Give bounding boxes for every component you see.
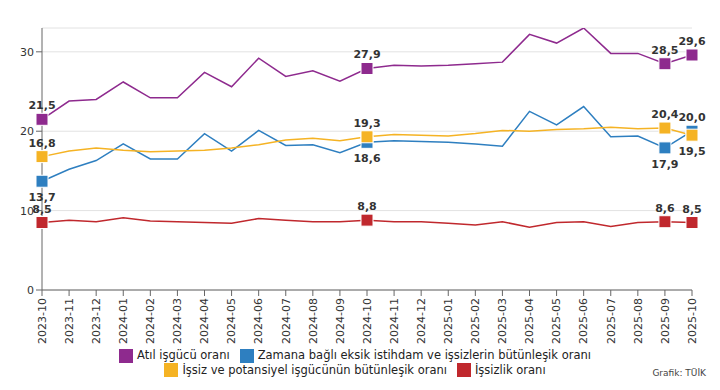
svg-text:2025-01: 2025-01 (442, 298, 455, 344)
svg-text:2024-08: 2024-08 (307, 298, 320, 344)
svg-text:8,8: 8,8 (357, 200, 377, 213)
svg-text:21,5: 21,5 (28, 99, 55, 112)
svg-text:2024-02: 2024-02 (144, 298, 157, 344)
svg-text:8,5: 8,5 (32, 203, 52, 216)
svg-text:19,3: 19,3 (353, 117, 380, 130)
svg-text:2024-10: 2024-10 (361, 298, 374, 344)
svg-text:29,6: 29,6 (678, 35, 705, 48)
svg-text:19,5: 19,5 (678, 145, 705, 158)
svg-text:2023-11: 2023-11 (63, 298, 76, 344)
svg-text:20,4: 20,4 (651, 108, 678, 121)
svg-text:2025-05: 2025-05 (550, 298, 563, 344)
svg-text:2025-09: 2025-09 (659, 298, 672, 344)
svg-text:2024-09: 2024-09 (334, 298, 347, 344)
svg-text:17,9: 17,9 (651, 158, 678, 171)
svg-text:28,5: 28,5 (651, 44, 678, 57)
svg-text:13,7: 13,7 (28, 191, 55, 204)
svg-text:2025-06: 2025-06 (577, 298, 590, 344)
svg-text:30: 30 (20, 46, 34, 59)
svg-text:2025-08: 2025-08 (632, 298, 645, 344)
svg-text:2025-07: 2025-07 (605, 298, 618, 344)
html-text:Atıl işgücü oranı: Atıl işgücü oranı (137, 348, 230, 362)
svg-text:2023-12: 2023-12 (90, 298, 103, 344)
svg-text:20,0: 20,0 (678, 111, 705, 124)
svg-text:2025-10: 2025-10 (686, 298, 699, 344)
svg-text:2024-07: 2024-07 (280, 298, 293, 344)
html-text:Zamana bağlı eksik istihdam ve: Zamana bağlı eksik istihdam ve işsizleri… (257, 348, 591, 362)
html-text:Grafik: TÜİK: Grafik: TÜİK (652, 368, 706, 378)
svg-text:10: 10 (20, 205, 34, 218)
svg-text:2025-03: 2025-03 (496, 298, 509, 344)
svg-text:2024-04: 2024-04 (198, 298, 211, 344)
svg-text:2024-01: 2024-01 (117, 298, 130, 344)
html-text:İşsizlik oranı: İşsizlik oranı (475, 362, 546, 377)
svg-text:2024-11: 2024-11 (388, 298, 401, 344)
svg-text:20: 20 (20, 125, 34, 138)
svg-text:2024-05: 2024-05 (225, 298, 238, 344)
svg-text:2024-06: 2024-06 (252, 298, 265, 344)
svg-text:2025-04: 2025-04 (523, 298, 536, 344)
svg-text:2024-12: 2024-12 (415, 298, 428, 344)
svg-text:27,9: 27,9 (353, 48, 380, 61)
svg-text:0: 0 (27, 284, 34, 297)
svg-text:16,8: 16,8 (28, 137, 55, 150)
svg-text:2023-10: 2023-10 (36, 298, 49, 344)
svg-text:2025-02: 2025-02 (469, 298, 482, 344)
svg-text:2024-03: 2024-03 (171, 298, 184, 344)
svg-text:8,6: 8,6 (655, 202, 675, 215)
svg-text:18,6: 18,6 (353, 152, 380, 165)
svg-text:8,5: 8,5 (682, 203, 702, 216)
html-text:İşsiz ve potansiyel işgücünün: İşsiz ve potansiyel işgücünün bütünleşik… (182, 362, 447, 377)
